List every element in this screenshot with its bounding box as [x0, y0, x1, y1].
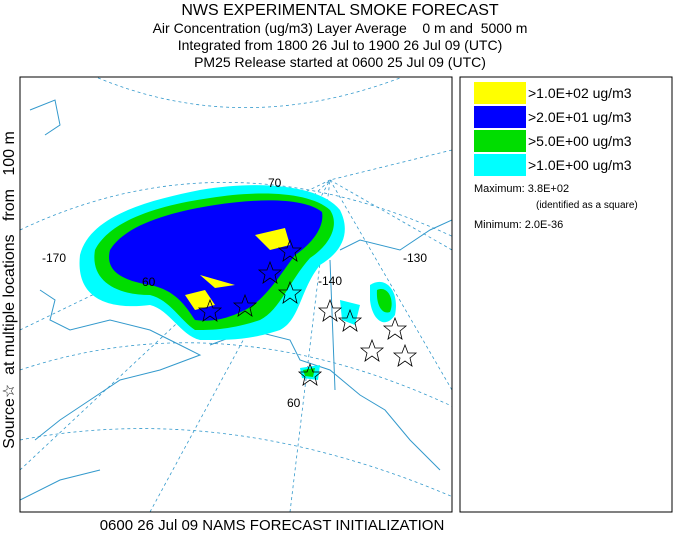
- map-label: -170: [42, 251, 66, 265]
- smoke-plume: [109, 200, 323, 321]
- graticule: [20, 179, 331, 471]
- legend-frame: [459, 76, 673, 513]
- subtitle: Integrated from 1800 26 Jul to 1900 26 J…: [178, 37, 503, 53]
- map: 70 60 60 -170 -140 -130: [20, 77, 452, 512]
- map-label: -140: [318, 274, 342, 288]
- title: NWS EXPERIMENTAL SMOKE FORECAST: [181, 2, 499, 19]
- map-label: 60: [142, 275, 156, 289]
- smoke-core: [185, 228, 290, 310]
- graticule: [329, 149, 452, 181]
- graticule: [20, 342, 452, 407]
- graticule: [20, 428, 452, 498]
- legend-swatch: [474, 154, 526, 176]
- map-label: 70: [268, 176, 282, 190]
- legend-swatch: [474, 106, 526, 128]
- legend-label: >2.0E+01 ug/m3: [528, 109, 632, 125]
- graticule: [94, 77, 404, 108]
- subtitle: Air Concentration (ug/m3) Layer Average …: [153, 20, 528, 36]
- footer: 0600 26 Jul 09 NAMS FORECAST INITIALIZAT…: [100, 517, 445, 532]
- graticule: [329, 179, 452, 251]
- smoke-plume: [303, 289, 392, 377]
- source-markers: [197, 238, 418, 386]
- coastline: [20, 99, 452, 501]
- stat-text: Minimum: 2.0E-36: [474, 219, 563, 231]
- map-label: 60: [287, 396, 301, 410]
- map-label: -130: [403, 251, 427, 265]
- map-frame: [19, 76, 453, 513]
- stat-text: Maximum: 3.8E+02: [474, 183, 569, 195]
- legend: >1.0E+02 ug/m3 >2.0E+01 ug/m3 >5.0E+00 ug/…: [474, 82, 632, 176]
- legend-label: >1.0E+00 ug/m3: [528, 157, 632, 173]
- graticule: [20, 182, 452, 237]
- legend-swatch: [474, 130, 526, 152]
- legend-label: >5.0E+00 ug/m3: [528, 133, 632, 149]
- graticule: [329, 179, 452, 391]
- subtitle: PM25 Release started at 0600 25 Jul 09 (…: [194, 54, 486, 70]
- legend-label: >1.0E+02 ug/m3: [528, 85, 632, 101]
- smoke-plume: [300, 281, 396, 380]
- side-label: Source☆ at multiple locations from 100 m: [1, 131, 18, 449]
- legend-swatch: [474, 82, 526, 104]
- stat-text: (identified as a square): [536, 200, 638, 211]
